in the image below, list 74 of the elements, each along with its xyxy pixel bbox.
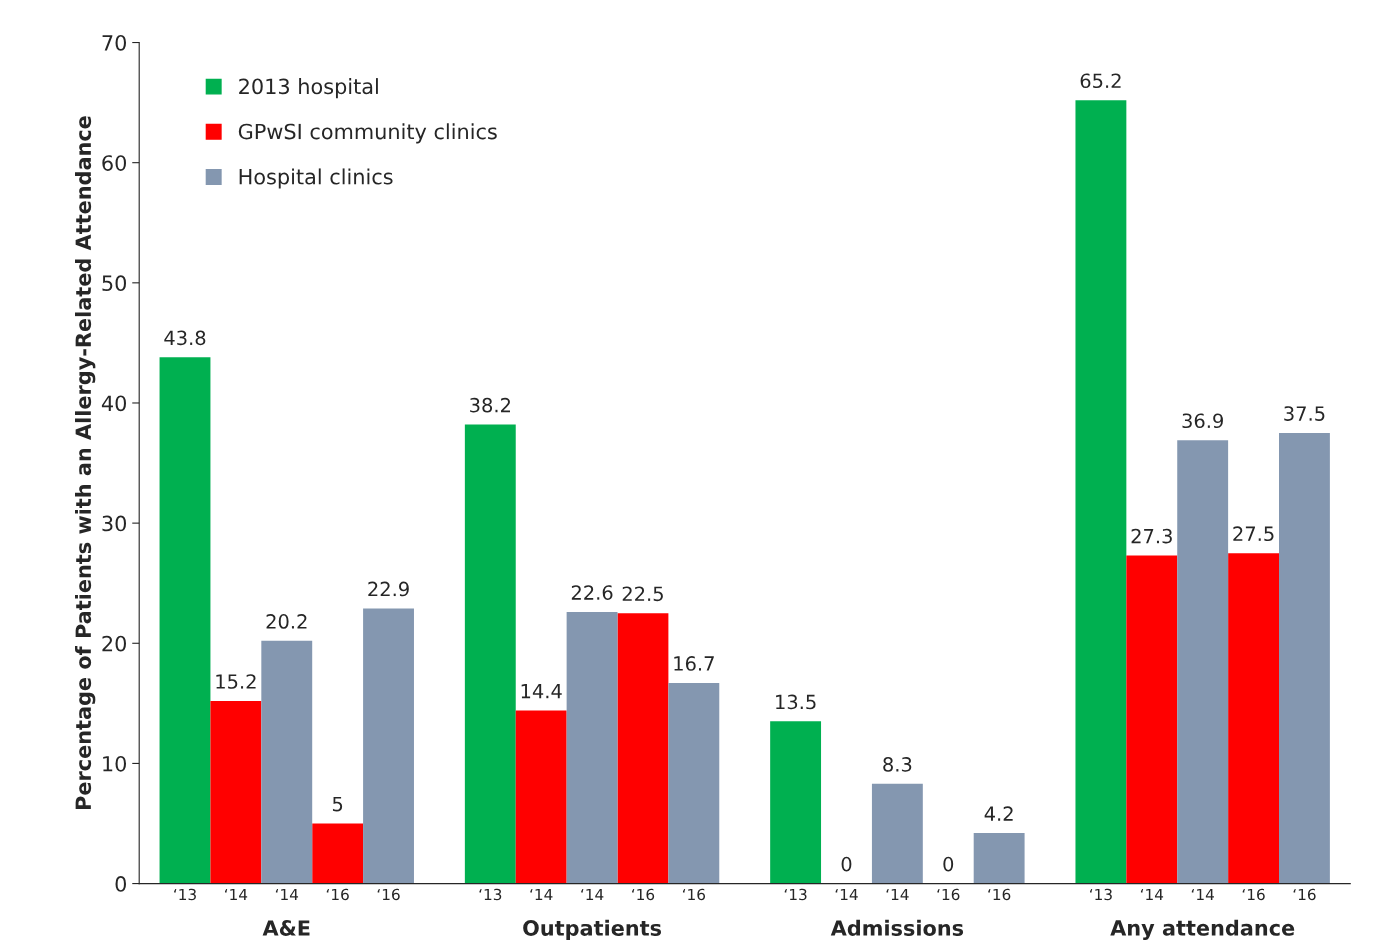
legend-label: 2013 hospital xyxy=(239,78,378,99)
y-tick-label: 40 xyxy=(101,395,127,412)
y-tick-label: 20 xyxy=(102,635,127,652)
data-label: 0 xyxy=(841,856,852,872)
data-label: 22.9 xyxy=(368,581,409,597)
x-tick-label: ‘14 xyxy=(835,888,858,901)
x-tick-label: ‘16 xyxy=(988,888,1011,901)
y-tick-label: 50 xyxy=(102,275,127,292)
text: Outpatients xyxy=(523,919,662,940)
data-label: 13.5 xyxy=(776,694,816,710)
data-label: 43.8 xyxy=(164,330,206,346)
data-label: 20.2 xyxy=(266,614,307,629)
data-label: 15.2 xyxy=(216,674,256,689)
y-tick-label: 10 xyxy=(103,755,127,772)
data-label: 37.5 xyxy=(1284,406,1325,421)
data-label: 27.5 xyxy=(1233,526,1274,542)
bar xyxy=(1177,440,1229,884)
legend-label: GPwSI community clinics xyxy=(238,123,497,144)
data-label: 36.9 xyxy=(1182,413,1223,429)
bar xyxy=(1075,100,1127,884)
data-label: 22.5 xyxy=(622,586,663,602)
data-label: 0 xyxy=(943,856,954,872)
bar xyxy=(668,682,720,884)
bar xyxy=(1126,555,1178,884)
x-tick-label: ‘13 xyxy=(1090,888,1112,901)
x-tick-label: ‘16 xyxy=(1242,888,1265,901)
bar xyxy=(871,783,923,884)
y-tick-label: 0 xyxy=(115,876,127,892)
x-tick-label: ‘14 xyxy=(1191,888,1214,901)
x-tick-label: ‘16 xyxy=(937,888,960,901)
bar xyxy=(770,721,822,884)
x-tick-label: ‘16 xyxy=(377,888,400,901)
y-tick-label: 70 xyxy=(102,34,127,51)
bar xyxy=(159,357,211,884)
text: Admissions xyxy=(830,919,964,936)
bar xyxy=(1228,553,1279,884)
data-label: 27.3 xyxy=(1131,528,1172,544)
bar xyxy=(1279,433,1330,884)
x-tick-label: ‘14 xyxy=(275,888,299,901)
bar xyxy=(210,700,262,884)
x-tick-label: ‘16 xyxy=(682,888,706,901)
bar xyxy=(617,613,669,884)
bar xyxy=(312,823,364,884)
bar xyxy=(464,424,516,884)
data-label: 8.3 xyxy=(883,757,912,772)
y-tick-label: 60 xyxy=(102,155,127,171)
text: Any attendance xyxy=(1110,919,1295,940)
data-label: 38.2 xyxy=(470,397,510,413)
data-label: 22.6 xyxy=(571,585,613,600)
data-label: 4.2 xyxy=(984,806,1013,821)
text: A&E xyxy=(262,920,310,936)
bar xyxy=(363,608,414,884)
y-axis-title: Percentage of Patients with an Allergy-Related Attendance xyxy=(75,116,96,810)
bar xyxy=(566,612,618,884)
bar xyxy=(515,710,567,884)
x-tick-label: ‘14 xyxy=(225,888,248,901)
x-tick-label: ‘13 xyxy=(479,888,502,901)
x-tick-label: ‘16 xyxy=(1293,888,1316,901)
x-tick-label: ‘16 xyxy=(632,888,655,901)
data-label: 5 xyxy=(332,796,343,812)
x-tick-label: ‘13 xyxy=(174,888,196,901)
data-label: 14.4 xyxy=(521,684,562,699)
x-tick-label: ‘14 xyxy=(530,888,553,901)
legend-label: Hospital clinics xyxy=(239,168,393,189)
x-tick-label: ‘16 xyxy=(326,888,349,901)
x-tick-label: ‘14 xyxy=(1140,888,1164,901)
bar xyxy=(973,833,1025,884)
data-label: 65.2 xyxy=(1080,73,1121,89)
x-tick-label: ‘14 xyxy=(581,888,604,901)
x-tick-label: ‘13 xyxy=(784,888,807,901)
y-tick-label: 30 xyxy=(102,515,127,532)
bar xyxy=(261,640,313,884)
data-label: 16.7 xyxy=(674,656,714,671)
x-tick-label: ‘14 xyxy=(886,888,909,901)
